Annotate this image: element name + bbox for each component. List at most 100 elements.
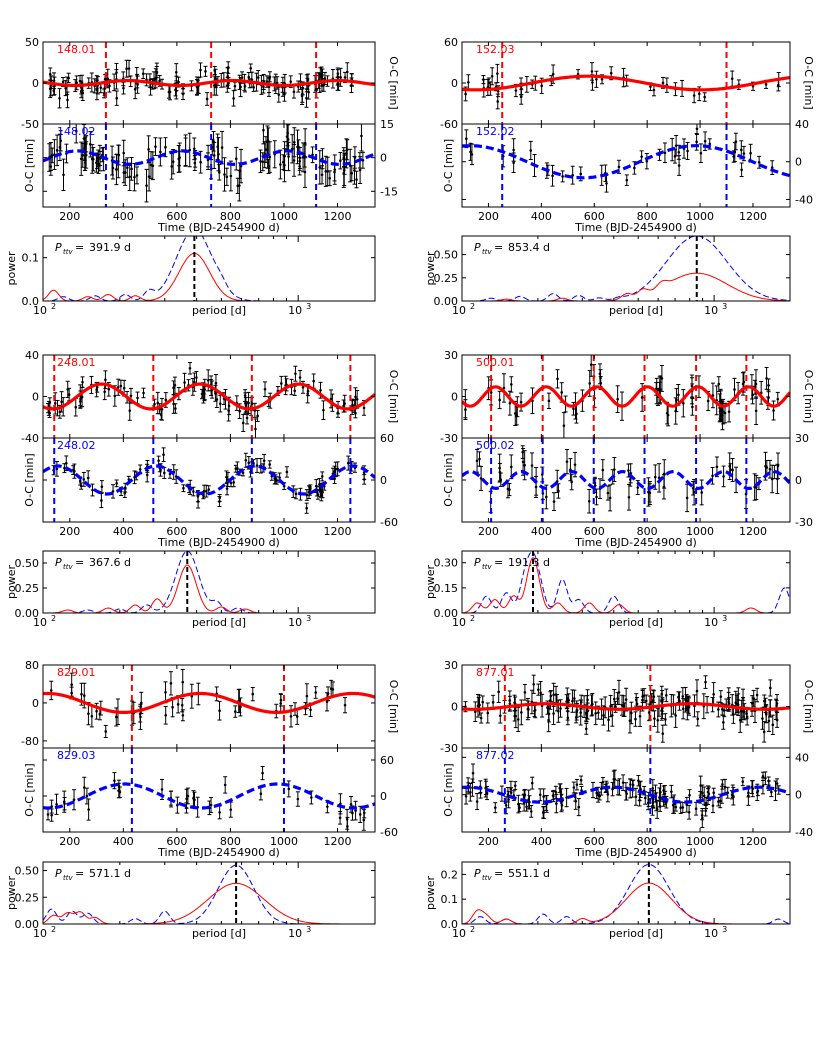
point-marker xyxy=(513,412,517,415)
point-marker xyxy=(49,689,53,692)
periodogram-red-curve xyxy=(462,557,790,613)
data-point xyxy=(86,798,91,821)
data-point xyxy=(771,400,776,421)
point-marker xyxy=(136,396,139,400)
point-marker xyxy=(649,85,652,88)
data-point xyxy=(290,134,295,164)
data-point xyxy=(72,463,77,479)
data-point xyxy=(561,412,566,438)
point-marker xyxy=(79,157,83,161)
data-point xyxy=(354,170,359,189)
y-tick-label: -60 xyxy=(380,516,398,529)
point-marker xyxy=(100,485,104,488)
y-tick-label: -40 xyxy=(795,193,813,206)
point-marker xyxy=(129,394,133,398)
data-point xyxy=(317,150,322,185)
point-marker xyxy=(74,129,78,133)
decade-tick-exponent: 3 xyxy=(722,302,727,311)
point-marker xyxy=(733,388,736,391)
point-marker xyxy=(498,714,502,717)
ptv-symbol: P xyxy=(474,241,481,254)
data-point xyxy=(733,132,738,151)
point-marker xyxy=(300,94,304,98)
point-marker xyxy=(342,169,346,172)
data-point xyxy=(209,797,214,813)
model-curve xyxy=(462,74,790,92)
data-point xyxy=(495,63,500,84)
point-marker xyxy=(177,157,181,161)
ptv-subscript: ttv xyxy=(63,248,73,256)
data-point xyxy=(509,376,514,393)
data-point xyxy=(615,385,620,414)
point-marker xyxy=(160,407,164,411)
point-marker xyxy=(133,87,137,91)
point-marker xyxy=(516,718,520,721)
data-point xyxy=(710,382,715,409)
point-marker xyxy=(512,148,515,152)
point-marker xyxy=(589,363,593,366)
point-marker xyxy=(556,377,559,381)
point-marker xyxy=(212,84,216,87)
point-marker xyxy=(226,74,229,78)
data-point xyxy=(690,398,695,416)
data-point xyxy=(45,808,50,821)
point-marker xyxy=(164,398,168,402)
data-point xyxy=(57,133,62,162)
time-tick-label: 200 xyxy=(59,835,80,848)
periodogram-red-curve xyxy=(43,882,375,924)
point-marker xyxy=(775,704,778,708)
point-marker xyxy=(75,81,78,85)
data-point xyxy=(505,479,510,499)
point-marker xyxy=(62,173,65,177)
point-marker xyxy=(263,387,267,391)
data-point xyxy=(692,478,697,506)
point-marker xyxy=(79,397,82,401)
point-marker xyxy=(52,79,56,83)
data-point xyxy=(752,473,757,501)
point-marker xyxy=(212,139,215,143)
data-point xyxy=(49,680,54,701)
point-marker xyxy=(49,79,53,83)
power-tick-label: 0.25 xyxy=(15,582,40,595)
point-marker xyxy=(233,84,237,88)
point-marker xyxy=(256,76,260,79)
point-marker xyxy=(261,771,264,775)
point-marker xyxy=(294,372,297,375)
data-point xyxy=(646,477,651,507)
top-oc-subplot: -60 0 60 152.03 xyxy=(440,36,791,131)
point-marker xyxy=(754,382,758,386)
data-point xyxy=(57,88,62,109)
point-marker xyxy=(172,386,175,390)
data-point xyxy=(770,464,775,494)
data-point xyxy=(292,127,297,158)
point-marker xyxy=(117,153,121,157)
point-marker xyxy=(170,165,173,168)
decade-tick-exponent: 2 xyxy=(51,925,56,934)
data-point xyxy=(730,457,735,482)
period-axis-label: period [d] xyxy=(192,616,246,629)
point-marker xyxy=(653,475,657,479)
point-marker xyxy=(62,800,66,803)
point-marker xyxy=(169,682,173,685)
ptv-subscript: ttv xyxy=(63,874,73,882)
point-marker xyxy=(73,469,76,473)
data-point xyxy=(775,452,780,480)
time-tick-label: 600 xyxy=(584,210,605,223)
oc-axis-label-right: O-C [min] xyxy=(802,56,815,109)
point-marker xyxy=(306,392,309,395)
point-marker xyxy=(464,408,467,411)
point-marker xyxy=(115,96,118,100)
point-marker xyxy=(122,386,126,390)
data-point xyxy=(233,705,238,718)
decade-tick-exponent: 2 xyxy=(470,614,475,623)
decade-tick-base: 10 xyxy=(288,616,302,629)
data-point xyxy=(147,73,152,88)
data-point xyxy=(224,167,229,186)
point-marker xyxy=(490,74,494,78)
point-marker xyxy=(193,380,196,384)
point-marker xyxy=(268,463,272,466)
time-tick-label: 1200 xyxy=(324,525,352,538)
